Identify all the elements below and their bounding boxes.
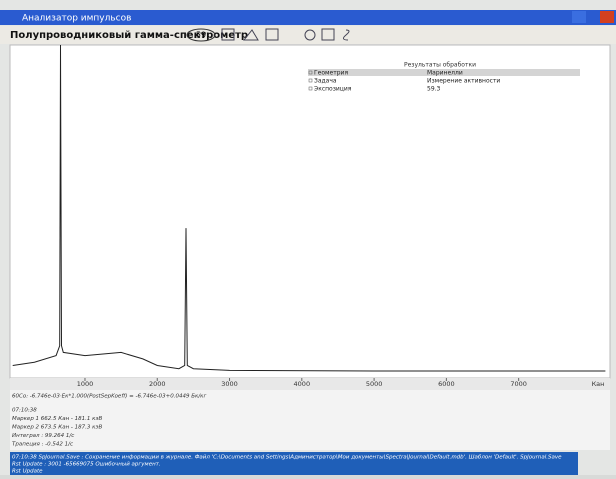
x-tick-label: 2000 xyxy=(149,380,166,388)
result-value: Маринелли xyxy=(427,70,463,77)
title-bar xyxy=(0,10,616,25)
footer-line: Rst Update xyxy=(12,469,43,475)
spectrum-line xyxy=(12,44,606,372)
footer-line: Rst Update : 3001 -65669075 Ошибочный ар… xyxy=(12,462,161,468)
x-tick-label: 7000 xyxy=(510,380,527,388)
window-title: Анализатор импульсов xyxy=(22,14,131,24)
result-value: Измерение активности xyxy=(427,78,500,85)
checkbox xyxy=(308,70,313,75)
badge[interactable] xyxy=(186,28,216,42)
footer-line: 07:10:38 SpJournal.Save : Сохранение инф… xyxy=(12,455,562,461)
toolbar-label: Полупроводниковый гамма-спектрометр xyxy=(10,30,248,41)
toolbar xyxy=(0,26,616,44)
results-title: Результаты обработки xyxy=(404,62,476,69)
log-panel xyxy=(10,390,610,450)
status-formula: 60Co: -6.746e-03·Ек*1.000(PostSepKoeff) … xyxy=(12,394,207,400)
badge-text: 59 xyxy=(196,31,206,40)
toolbar-icons[interactable] xyxy=(221,28,350,41)
result-value: 59.3 xyxy=(427,86,441,93)
close[interactable] xyxy=(600,11,614,23)
log-line: 07:10:38 xyxy=(12,408,37,414)
x-tick-label: 4000 xyxy=(294,380,311,388)
result-key: Задача xyxy=(314,78,337,85)
log-line: Трапеция : -0.542 1/с xyxy=(12,442,73,448)
log-line: Маркер 1 662.5 Кан - 181.1 кэВ xyxy=(12,416,102,422)
x-tick-label: 5000 xyxy=(366,380,383,388)
minimize[interactable] xyxy=(572,11,586,23)
checkbox xyxy=(308,78,313,83)
x-tick-label: 1000 xyxy=(77,380,94,388)
plot-area xyxy=(9,44,611,379)
result-key: Геометрия xyxy=(314,70,348,77)
x-axis xyxy=(10,378,610,390)
checkbox xyxy=(308,86,313,91)
result-key: Экспозиция xyxy=(314,86,352,93)
log-line: Интеграл : 99.264 1/с xyxy=(12,433,74,439)
x-tick-label: 6000 xyxy=(438,380,455,388)
x-tick-label: 3000 xyxy=(221,380,238,388)
row-highlight xyxy=(308,69,580,76)
log-line: Маркер 2 673.5 Кан - 187.3 кэВ xyxy=(12,425,102,431)
x-unit: Кан xyxy=(592,380,605,388)
footer xyxy=(10,452,578,475)
